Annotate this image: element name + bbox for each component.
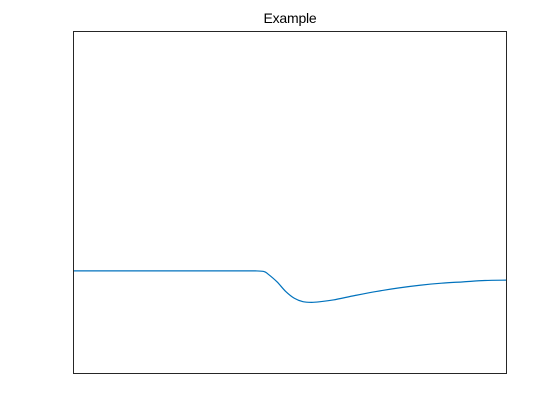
series-layer	[73, 270, 507, 303]
chart-title: Example	[263, 10, 317, 26]
series-line-0	[73, 270, 507, 303]
axes-box	[73, 31, 507, 374]
